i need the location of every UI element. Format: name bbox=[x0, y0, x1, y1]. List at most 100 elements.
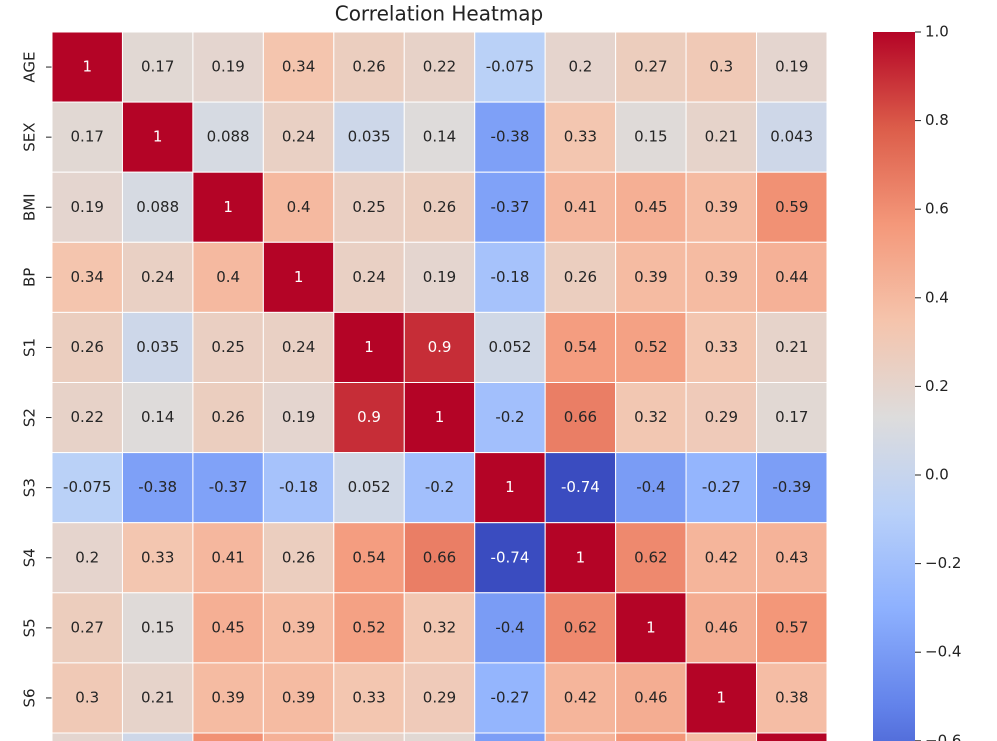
cell-label: 0.24 bbox=[141, 268, 174, 286]
y-tick-label: S4 bbox=[21, 548, 39, 567]
cell-label: -0.37 bbox=[209, 478, 248, 496]
heatmap-cell bbox=[544, 311, 617, 383]
colorbar-tick-label: −0.6 bbox=[925, 731, 961, 741]
heatmap-cell bbox=[262, 592, 335, 664]
cell-label: 0.45 bbox=[211, 618, 244, 636]
heatmap-cell bbox=[756, 452, 828, 524]
heatmap-cell bbox=[262, 241, 335, 313]
heatmap-cell bbox=[615, 101, 687, 173]
heatmap-cell bbox=[615, 31, 687, 103]
cell-label: 0.19 bbox=[71, 198, 104, 216]
heatmap-cell bbox=[544, 241, 617, 313]
heatmap-cell bbox=[474, 101, 546, 173]
cell-label: 0.27 bbox=[71, 618, 104, 636]
cell-label: 0.26 bbox=[282, 548, 315, 566]
cell-label: -0.74 bbox=[491, 548, 530, 566]
cell-label: 0.29 bbox=[705, 408, 738, 426]
cell-label: 1 bbox=[717, 688, 727, 706]
heatmap-cell bbox=[403, 311, 476, 383]
heatmap-cell bbox=[544, 452, 617, 524]
cell-label: 0.035 bbox=[348, 128, 391, 146]
cell-label: 0.44 bbox=[775, 268, 808, 286]
cell-label: -0.4 bbox=[636, 478, 665, 496]
cell-label: 0.52 bbox=[634, 338, 667, 356]
y-tick-label: BMI bbox=[21, 193, 39, 221]
heatmap-cell bbox=[403, 662, 476, 734]
cell-label: 0.26 bbox=[564, 268, 597, 286]
y-tick-label: S1 bbox=[21, 338, 39, 357]
heatmap-cell bbox=[544, 662, 617, 734]
cell-label: 0.45 bbox=[634, 198, 667, 216]
heatmap-cell bbox=[192, 171, 264, 243]
chart-title: Correlation Heatmap bbox=[335, 2, 544, 26]
y-tick-label: BP bbox=[21, 268, 39, 287]
cell-label: -0.27 bbox=[491, 688, 530, 706]
colorbar-tick-label: 0.6 bbox=[925, 200, 949, 218]
heatmap-cell bbox=[192, 241, 264, 313]
cell-label: 1 bbox=[82, 58, 92, 76]
cell-label: 0.46 bbox=[705, 618, 738, 636]
cell-label: 0.21 bbox=[141, 688, 174, 706]
cell-label: 0.33 bbox=[705, 338, 738, 356]
cell-label: 0.41 bbox=[211, 548, 244, 566]
heatmap-cell bbox=[51, 101, 123, 173]
heatmap-cell bbox=[615, 732, 687, 741]
cell-label: 1 bbox=[153, 128, 163, 146]
colorbar-tick-label: 1.0 bbox=[925, 23, 949, 41]
heatmap-cell bbox=[262, 311, 335, 383]
heatmap-cell bbox=[615, 382, 687, 454]
cell-label: 0.4 bbox=[287, 198, 311, 216]
heatmap-cell bbox=[615, 171, 687, 243]
cell-label: 0.46 bbox=[634, 688, 667, 706]
cell-label: -0.39 bbox=[772, 478, 811, 496]
cell-label: 1 bbox=[435, 408, 445, 426]
heatmap-cell bbox=[333, 592, 405, 664]
heatmap-cell bbox=[192, 522, 264, 594]
cell-label: 0.22 bbox=[423, 58, 456, 76]
y-tick-label: S6 bbox=[21, 688, 39, 707]
heatmap-cell bbox=[474, 592, 546, 664]
cell-label: -0.2 bbox=[495, 408, 524, 426]
cell-label: 0.4 bbox=[216, 268, 240, 286]
heatmap-cell bbox=[192, 311, 264, 383]
heatmap-cell bbox=[51, 452, 123, 524]
heatmap-cell bbox=[262, 171, 335, 243]
heatmap-cell bbox=[121, 31, 194, 103]
cell-label: 0.19 bbox=[775, 58, 808, 76]
heatmap-cell bbox=[403, 31, 476, 103]
heatmap-cell bbox=[756, 592, 828, 664]
cell-label: 0.24 bbox=[352, 268, 385, 286]
heatmap-cell bbox=[192, 101, 264, 173]
cell-label: 0.41 bbox=[564, 198, 597, 216]
heatmap-cell bbox=[262, 522, 335, 594]
cell-label: 1 bbox=[576, 548, 586, 566]
heatmap-cell bbox=[544, 171, 617, 243]
cell-label: -0.27 bbox=[702, 478, 741, 496]
heatmap-cell bbox=[121, 171, 194, 243]
cell-label: -0.2 bbox=[425, 478, 454, 496]
heatmap-cell bbox=[192, 452, 264, 524]
cell-label: 0.26 bbox=[352, 58, 385, 76]
heatmap-cell bbox=[544, 382, 617, 454]
cell-label: 0.57 bbox=[775, 618, 808, 636]
cell-label: 0.17 bbox=[775, 408, 808, 426]
cell-label: 0.2 bbox=[568, 58, 592, 76]
cell-label: 0.26 bbox=[71, 338, 104, 356]
cell-label: 0.27 bbox=[634, 58, 667, 76]
cell-label: 0.33 bbox=[564, 128, 597, 146]
cell-label: -0.18 bbox=[279, 478, 318, 496]
cell-label: 0.088 bbox=[136, 198, 179, 216]
cell-label: 0.15 bbox=[634, 128, 667, 146]
heatmap-cell bbox=[615, 311, 687, 383]
cell-label: 0.39 bbox=[705, 198, 738, 216]
cell-label: 0.39 bbox=[282, 688, 315, 706]
y-tick-label: S5 bbox=[21, 618, 39, 637]
heatmap-cell bbox=[403, 592, 476, 664]
heatmap-cell bbox=[192, 382, 264, 454]
cell-label: 0.66 bbox=[564, 408, 597, 426]
heatmap-cell bbox=[756, 732, 828, 741]
cell-label: 0.2 bbox=[75, 548, 99, 566]
heatmap-cell bbox=[685, 662, 758, 734]
cell-label: 0.052 bbox=[348, 478, 391, 496]
